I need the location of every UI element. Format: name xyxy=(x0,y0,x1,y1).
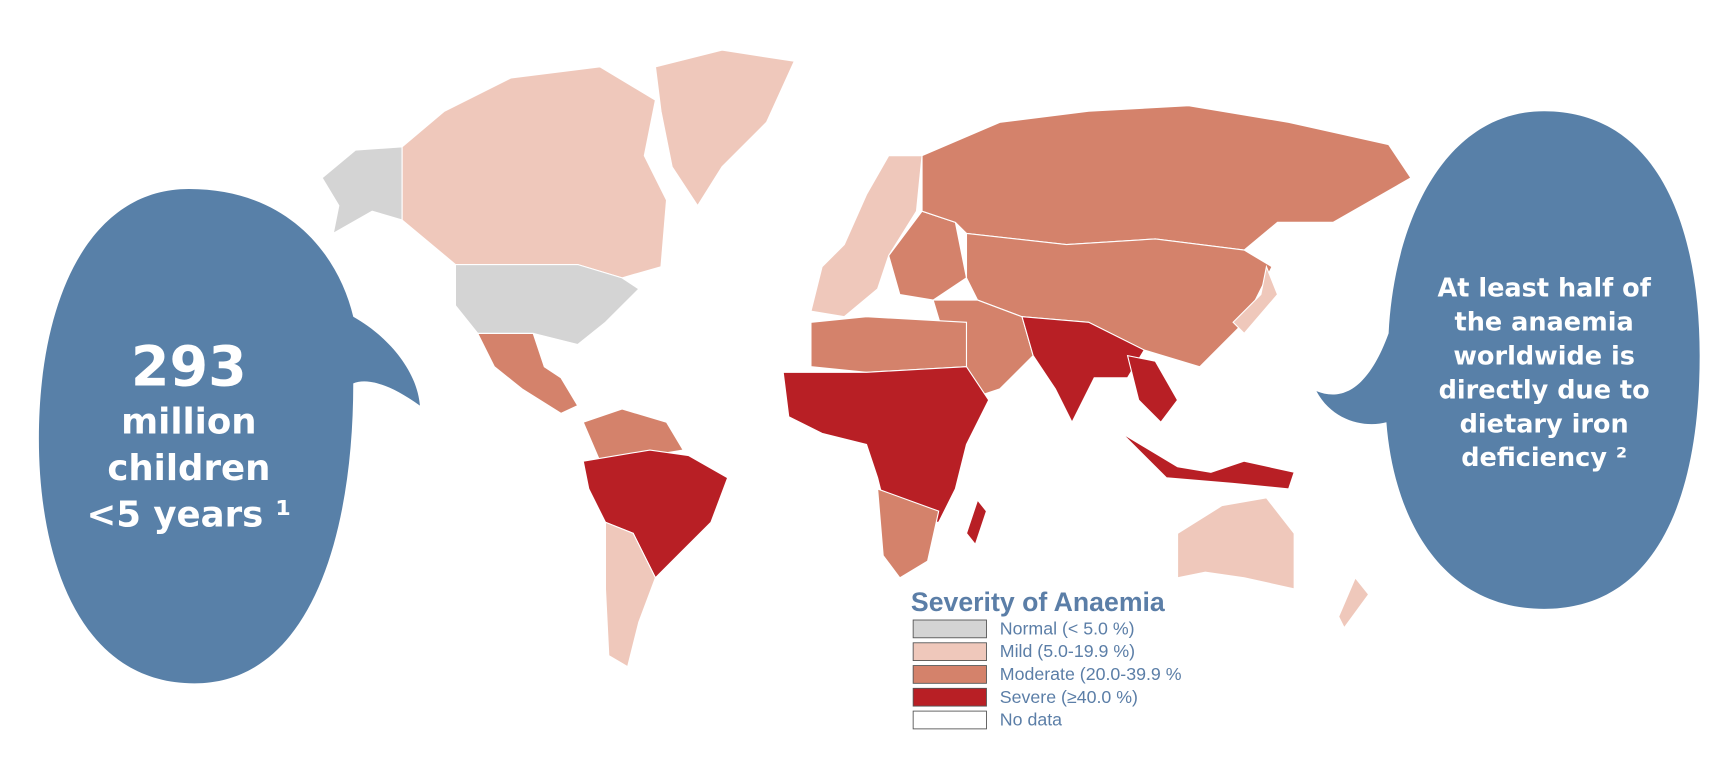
legend-label: Mild (5.0-19.9 %) xyxy=(1000,641,1135,661)
south-america-south xyxy=(604,521,657,668)
legend-title: Severity of Anaemia xyxy=(911,587,1165,617)
bubble-line: the anaemia xyxy=(1455,308,1634,338)
legend-swatch xyxy=(912,687,987,707)
bubble-line: directly due to xyxy=(1439,375,1650,405)
bubble-line: million xyxy=(121,401,256,442)
legend-label: Severe (≥40.0 %) xyxy=(1000,687,1138,707)
legend-swatch xyxy=(912,619,987,639)
legend-label: No data xyxy=(1000,710,1062,730)
legend-swatch xyxy=(912,642,987,662)
australia xyxy=(1176,497,1295,590)
usa xyxy=(454,263,640,346)
indonesia xyxy=(1121,432,1295,490)
bubble-line: <5 years ¹ xyxy=(86,495,291,536)
legend-label: Moderate (20.0-39.9 % xyxy=(1000,664,1182,684)
world-map xyxy=(321,49,1412,668)
madagascar xyxy=(965,498,988,546)
alaska xyxy=(321,146,403,235)
japan xyxy=(1232,264,1279,335)
bubble-line: dietary iron xyxy=(1460,409,1629,439)
legend-swatch xyxy=(912,710,987,730)
legend-label: Normal (< 5.0 %) xyxy=(1000,618,1135,638)
legend: Normal (< 5.0 %) Mild (5.0-19.9 %) Moderat… xyxy=(912,618,1182,730)
mexico xyxy=(476,332,579,415)
bubble-line: At least half of xyxy=(1437,274,1651,304)
right-bubble xyxy=(1316,111,1700,609)
south-asia xyxy=(1021,316,1146,424)
sub-saharan-africa xyxy=(782,366,990,523)
greenland xyxy=(654,49,796,207)
south-america-central xyxy=(582,449,729,579)
headline-number: 293 xyxy=(131,335,247,400)
southern-africa xyxy=(876,488,940,579)
new-zealand xyxy=(1338,576,1370,629)
southeast-asia xyxy=(1126,354,1179,424)
bubble-line: deficiency ² xyxy=(1461,443,1627,473)
bubble-line: worldwide is xyxy=(1453,342,1635,372)
north-africa xyxy=(810,316,968,373)
canada xyxy=(401,66,668,279)
russia xyxy=(921,105,1412,251)
left-bubble xyxy=(38,188,420,684)
bubble-line: children xyxy=(107,448,270,489)
legend-swatch xyxy=(912,665,987,684)
